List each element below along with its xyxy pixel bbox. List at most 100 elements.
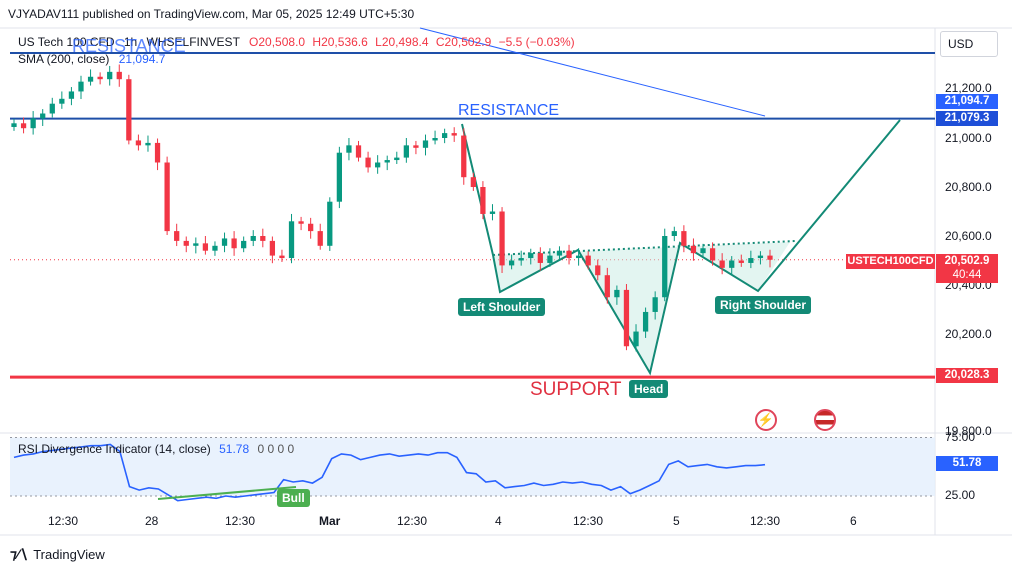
- candle-body: [97, 76, 103, 80]
- candle-body: [614, 289, 620, 298]
- resistance-price-tag: 21,079.3: [936, 111, 998, 126]
- price-tick: 20,600.0: [945, 229, 992, 243]
- rsi-tick: 75.00: [945, 430, 976, 444]
- candle-body: [528, 253, 534, 259]
- rsi-legend[interactable]: RSI Divergence Indicator (14, close) 51.…: [18, 442, 294, 456]
- rsi-value-tag: 51.78: [936, 456, 998, 471]
- candle-body: [154, 142, 161, 163]
- candle-body: [135, 140, 142, 146]
- rsi-value: 51.78: [219, 442, 250, 456]
- candle-body: [729, 260, 735, 268]
- symbol-tag: USTECH100CFD: [846, 254, 935, 269]
- time-tick: 12:30: [225, 514, 256, 528]
- exchange: WHSELFINVEST: [146, 35, 240, 49]
- candle-body: [442, 133, 448, 138]
- candle-body: [193, 243, 199, 246]
- candle-body: [126, 79, 132, 141]
- candle-body: [174, 231, 180, 241]
- time-tick: 4: [495, 514, 502, 528]
- candle-body: [662, 236, 668, 298]
- candle-body: [40, 113, 46, 119]
- left-shoulder-label: Left Shoulder: [458, 298, 546, 316]
- candle-body: [375, 162, 381, 168]
- sma-legend[interactable]: SMA (200, close) 21,094.7: [18, 52, 165, 66]
- candle-body: [767, 255, 773, 260]
- candle-body: [355, 145, 362, 158]
- rsi-extras: 0 0 0 0: [257, 442, 295, 456]
- bull-label: Bull: [277, 489, 310, 507]
- time-tick: 12:30: [573, 514, 604, 528]
- candle-body: [183, 240, 189, 246]
- candle-body: [116, 71, 122, 80]
- time-tick: 5: [673, 514, 680, 528]
- candle-body: [403, 145, 409, 158]
- candle-body: [20, 123, 27, 129]
- footer-brand: TradingView: [33, 547, 105, 562]
- candle-body: [336, 152, 342, 202]
- publisher-line: VJYADAV111 published on TradingView.com,…: [8, 7, 415, 21]
- candle-body: [394, 157, 400, 161]
- candle-body: [518, 258, 524, 261]
- candle-body: [327, 201, 333, 246]
- candle-body: [499, 211, 505, 266]
- bullish-divergence-line: [157, 486, 297, 500]
- candle-body: [633, 331, 639, 347]
- neckline: [492, 240, 796, 256]
- resistance-label: RESISTANCE: [458, 102, 560, 119]
- support-label: SUPPORT: [530, 379, 622, 400]
- candle-body: [489, 211, 496, 214]
- interval: 1h: [123, 35, 138, 49]
- high-value: H20,536.6: [312, 35, 368, 49]
- candle-body: [164, 162, 170, 232]
- candle-body: [107, 71, 113, 80]
- candle-body: [260, 236, 266, 241]
- candle-body: [59, 98, 65, 104]
- candle-body: [652, 297, 658, 312]
- candle-body: [68, 91, 75, 99]
- us-flag-icon[interactable]: [814, 409, 836, 431]
- flash-icon[interactable]: ⚡: [755, 409, 777, 431]
- pattern-outline: [461, 119, 901, 376]
- close-value: C20,502.9: [435, 35, 492, 49]
- pattern-fill: [493, 242, 790, 373]
- candle-body: [681, 231, 687, 246]
- candle-body: [719, 260, 725, 268]
- candle-body: [346, 145, 352, 153]
- candle-body: [700, 248, 706, 254]
- right-shoulder-label: Right Shoulder: [715, 296, 811, 314]
- resistance-label-top: RESISTANCE: [72, 36, 186, 56]
- candle-body: [317, 231, 323, 246]
- time-tick: 12:30: [48, 514, 79, 528]
- candle-body: [709, 248, 716, 261]
- time-tick: 28: [145, 514, 159, 528]
- symbol-legend[interactable]: US Tech 100 CFD 1h WHSELFINVEST O20,508.…: [18, 35, 575, 49]
- tradingview-logo-icon: ⁊∕∖: [10, 546, 29, 562]
- change-value: −5.5 (−0.03%): [498, 35, 575, 49]
- candle-body: [87, 76, 94, 82]
- time-tick: 6: [850, 514, 857, 528]
- rsi-band: [10, 437, 935, 496]
- candle-body: [575, 255, 582, 259]
- candle-body: [537, 253, 543, 263]
- candle-body: [585, 255, 591, 266]
- candle-body: [432, 138, 438, 141]
- sma-label: SMA (200, close): [18, 52, 110, 66]
- candle-body: [269, 240, 276, 256]
- sma-value: 21,094.7: [118, 52, 166, 66]
- candle-body: [461, 135, 467, 178]
- tradingview-footer[interactable]: ⁊∕∖ TradingView: [10, 546, 105, 563]
- candle-body: [250, 236, 256, 241]
- candle-body: [604, 275, 610, 298]
- currency-button[interactable]: USD: [940, 31, 998, 57]
- price-tick: 21,000.0: [945, 131, 992, 145]
- candle-body: [470, 177, 476, 187]
- time-tick: 12:30: [750, 514, 781, 528]
- candle-body: [413, 145, 419, 148]
- open-value: O20,508.0: [249, 35, 306, 49]
- candle-body: [30, 118, 36, 129]
- candle-body: [566, 250, 572, 259]
- candle-body: [365, 157, 371, 168]
- candle-body: [308, 223, 314, 232]
- candle-body: [738, 260, 744, 263]
